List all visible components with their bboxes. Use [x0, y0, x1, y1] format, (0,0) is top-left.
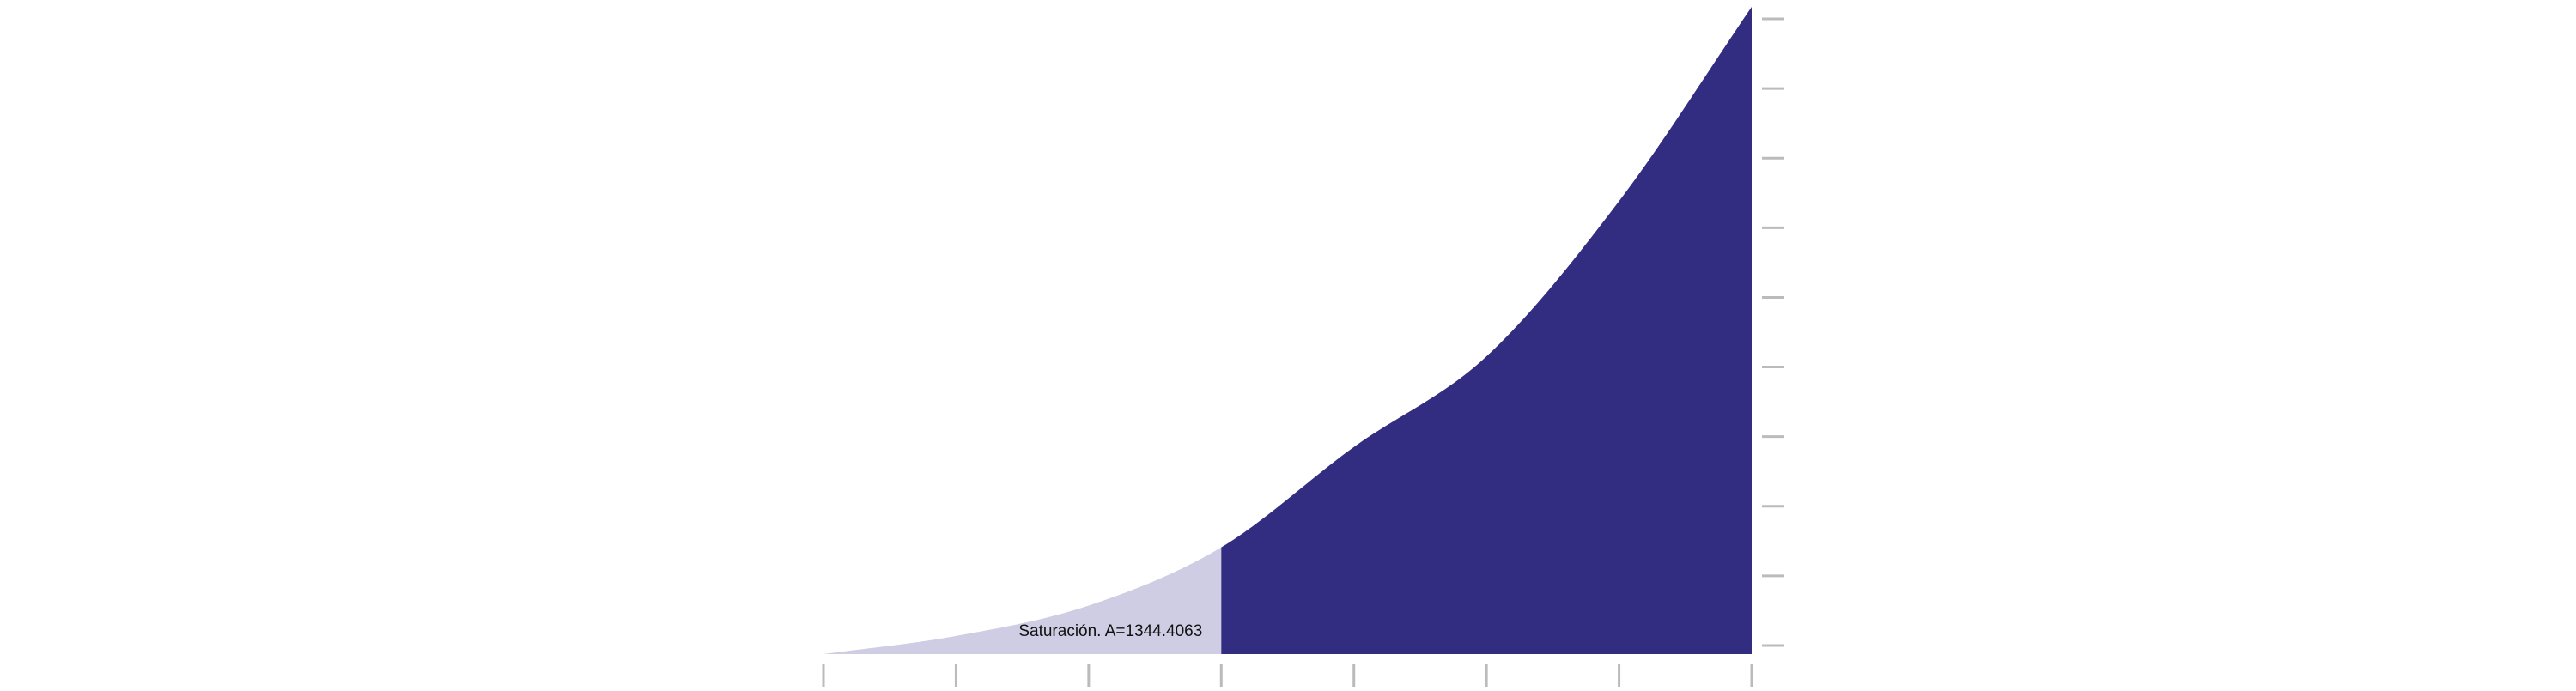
x-axis-ticks	[822, 664, 1753, 687]
saturation-region-label: Saturación. A=1344.4063	[1018, 622, 1202, 640]
chart-regions	[823, 7, 1752, 654]
main-region-area	[1221, 7, 1752, 654]
saturation-region-area	[823, 547, 1222, 654]
y-axis-ticks	[1762, 17, 1784, 647]
